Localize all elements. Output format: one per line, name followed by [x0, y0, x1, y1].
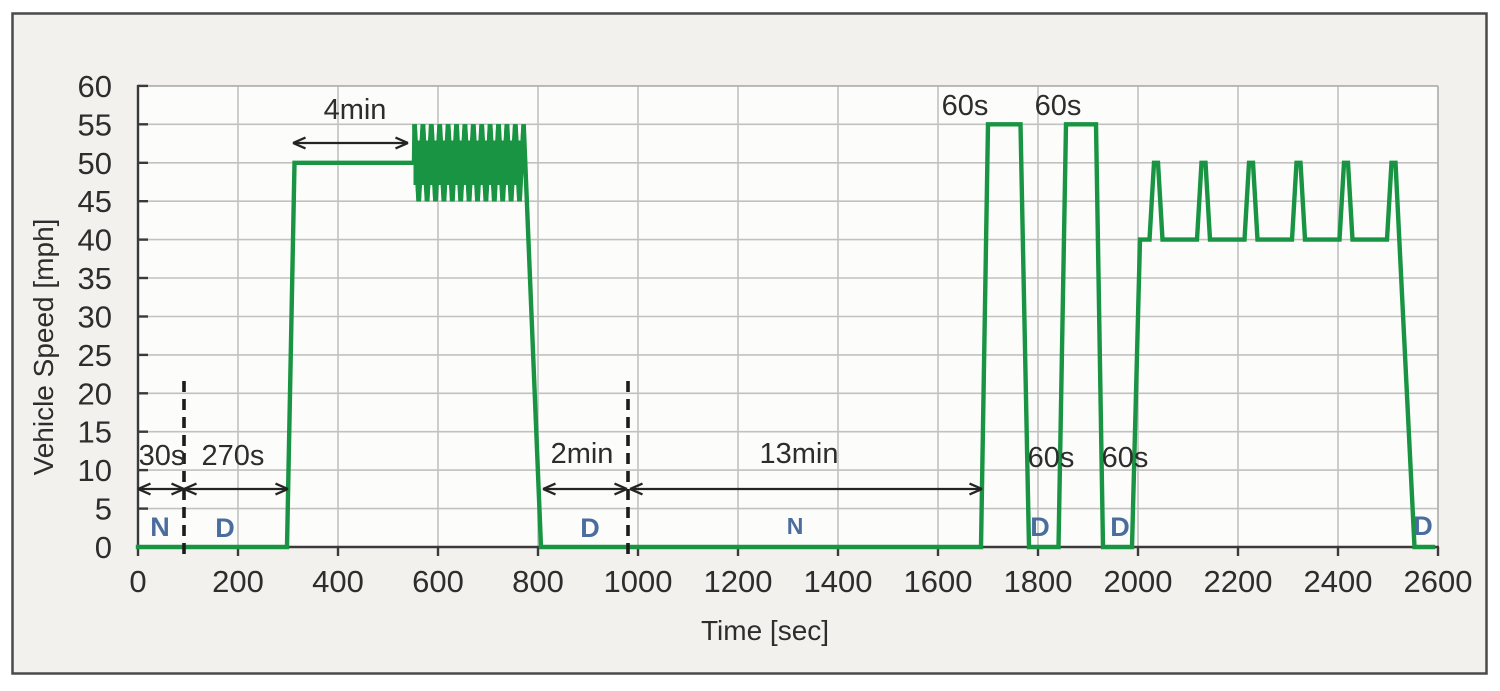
- svg-text:60s: 60s: [1102, 442, 1149, 474]
- svg-text:60s: 60s: [1035, 90, 1082, 122]
- svg-text:270s: 270s: [202, 440, 265, 472]
- svg-text:2600: 2600: [1404, 564, 1473, 599]
- svg-text:1000: 1000: [604, 564, 673, 599]
- svg-text:D: D: [215, 513, 235, 543]
- svg-text:2min: 2min: [551, 438, 614, 470]
- svg-text:13min: 13min: [760, 438, 839, 470]
- svg-text:15: 15: [78, 415, 112, 450]
- svg-text:55: 55: [78, 107, 112, 142]
- svg-text:10: 10: [78, 453, 112, 488]
- svg-text:1600: 1600: [904, 564, 973, 599]
- svg-text:4min: 4min: [324, 94, 387, 126]
- svg-text:D: D: [1030, 512, 1050, 542]
- svg-text:D: D: [1413, 511, 1433, 541]
- svg-text:800: 800: [512, 564, 564, 599]
- svg-text:D: D: [580, 513, 600, 543]
- svg-text:30s: 30s: [139, 440, 186, 472]
- svg-text:2200: 2200: [1204, 564, 1273, 599]
- svg-text:200: 200: [212, 564, 264, 599]
- svg-text:1200: 1200: [704, 564, 773, 599]
- svg-text:40: 40: [78, 223, 112, 258]
- svg-text:5: 5: [95, 492, 112, 527]
- svg-text:600: 600: [412, 564, 464, 599]
- svg-text:0: 0: [129, 564, 146, 599]
- svg-text:30: 30: [78, 300, 112, 335]
- svg-text:35: 35: [78, 261, 112, 296]
- svg-text:60: 60: [78, 69, 112, 104]
- svg-text:2000: 2000: [1104, 564, 1173, 599]
- svg-text:400: 400: [312, 564, 364, 599]
- svg-text:Vehicle Speed [mph]: Vehicle Speed [mph]: [28, 219, 59, 476]
- svg-text:50: 50: [78, 146, 112, 181]
- svg-text:1400: 1400: [804, 564, 873, 599]
- svg-text:N: N: [150, 512, 170, 542]
- svg-text:D: D: [1110, 512, 1130, 542]
- svg-text:0: 0: [95, 530, 112, 565]
- svg-text:60s: 60s: [942, 90, 989, 122]
- svg-text:2400: 2400: [1304, 564, 1373, 599]
- svg-text:60s: 60s: [1028, 442, 1075, 474]
- svg-text:N: N: [787, 513, 804, 539]
- svg-text:Time [sec]: Time [sec]: [701, 615, 829, 646]
- svg-text:20: 20: [78, 376, 112, 411]
- svg-text:45: 45: [78, 184, 112, 219]
- svg-text:25: 25: [78, 338, 112, 373]
- svg-text:1800: 1800: [1004, 564, 1073, 599]
